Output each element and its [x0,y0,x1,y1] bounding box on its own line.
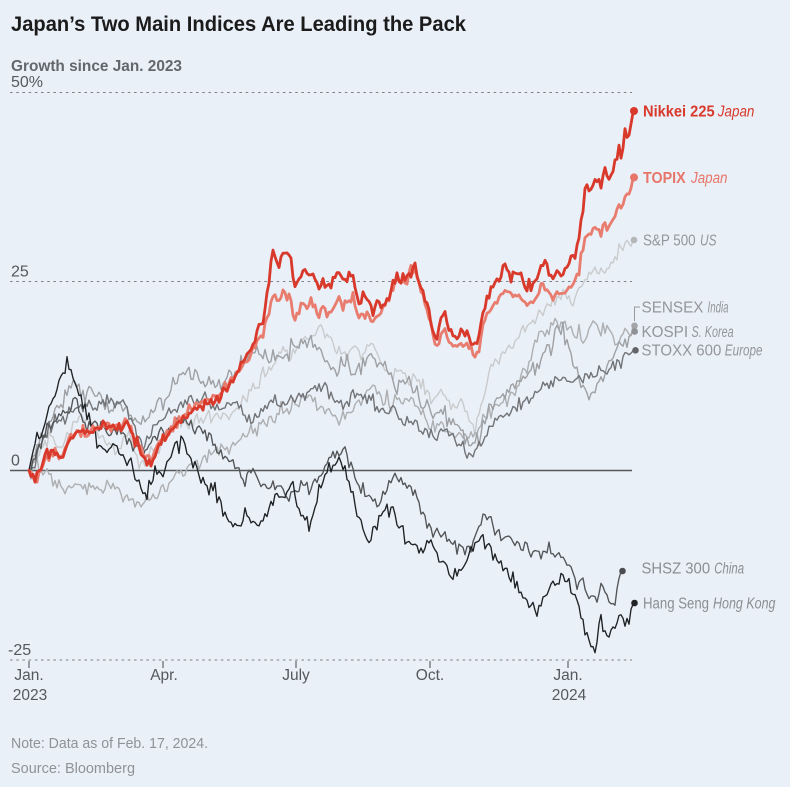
svg-text:Hang Seng: Hang Seng [643,596,709,613]
svg-text:S&P 500: S&P 500 [643,233,696,250]
svg-text:TOPIX: TOPIX [643,170,686,187]
svg-text:0: 0 [11,453,20,470]
svg-text:STOXX 600: STOXX 600 [642,343,722,360]
svg-text:KOSPI: KOSPI [642,324,689,341]
svg-text:Oct.: Oct. [416,667,444,684]
svg-text:Europe: Europe [725,343,763,360]
svg-text:-25: -25 [8,642,31,659]
svg-text:25: 25 [11,264,29,281]
svg-text:2024: 2024 [552,687,587,704]
svg-text:Note: Data as of Feb. 17, 2024: Note: Data as of Feb. 17, 2024. [11,735,208,752]
svg-text:China: China [714,561,744,578]
svg-text:Jan.: Jan. [553,667,582,684]
svg-text:July: July [282,667,310,684]
svg-text:US: US [700,233,717,250]
svg-text:Japan: Japan [690,170,727,187]
svg-text:SHSZ 300: SHSZ 300 [642,561,711,578]
svg-text:Nikkei 225: Nikkei 225 [643,104,715,121]
svg-text:2023: 2023 [13,687,47,704]
svg-text:India: India [708,300,729,317]
svg-text:Apr.: Apr. [150,667,178,684]
svg-text:Hong Kong: Hong Kong [713,596,776,613]
svg-text:Jan.: Jan. [14,667,43,684]
svg-text:Japan’s Two Main Indices Are L: Japan’s Two Main Indices Are Leading the… [11,12,466,36]
svg-text:Source: Bloomberg: Source: Bloomberg [11,760,135,777]
svg-text:SENSEX: SENSEX [642,300,705,317]
svg-text:Growth since Jan. 2023: Growth since Jan. 2023 [11,58,182,75]
svg-text:50%: 50% [11,74,43,91]
svg-text:S. Korea: S. Korea [692,324,734,341]
svg-text:Japan: Japan [717,104,754,121]
